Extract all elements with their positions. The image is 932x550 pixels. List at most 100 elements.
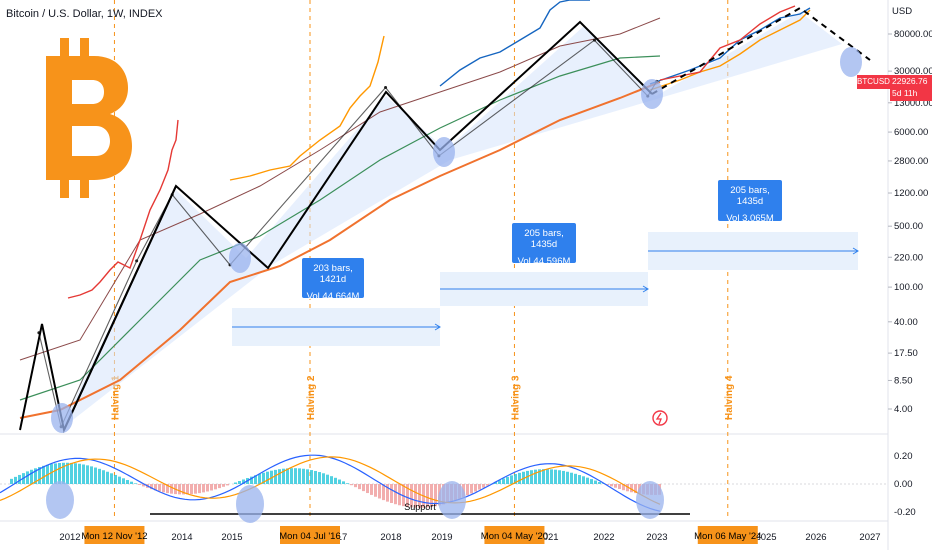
osc-bottom-circle bbox=[438, 481, 466, 519]
osc-histogram-bar bbox=[106, 471, 109, 484]
osc-histogram-bar bbox=[90, 466, 93, 484]
osc-histogram-bar bbox=[366, 484, 369, 494]
osc-histogram-bar bbox=[114, 474, 117, 484]
osc-histogram-bar bbox=[426, 484, 429, 508]
osc-histogram-bar bbox=[38, 466, 41, 484]
osc-histogram-bar bbox=[574, 473, 577, 484]
zigzag-trend bbox=[19, 20, 653, 434]
osc-histogram-bar bbox=[358, 484, 361, 490]
osc-histogram-bar bbox=[30, 469, 33, 484]
cycle-overlay-red bbox=[67, 119, 179, 299]
osc-histogram-bar bbox=[266, 471, 269, 484]
osc-histogram-bar bbox=[242, 479, 245, 484]
price-tick-label: 500.00 bbox=[894, 221, 923, 232]
cycle-overlay-blue bbox=[439, 0, 590, 87]
price-value: 22926.76 bbox=[892, 76, 928, 86]
osc-histogram-bar bbox=[582, 476, 585, 484]
osc-histogram-bar bbox=[510, 475, 513, 484]
year-tick-label: 2019 bbox=[431, 532, 452, 543]
osc-histogram-bar bbox=[74, 463, 77, 484]
halving-label: Halving 1 bbox=[110, 375, 121, 420]
btc-price-point bbox=[135, 259, 139, 263]
osc-histogram-bar bbox=[334, 477, 337, 484]
projection-blue bbox=[649, 7, 811, 85]
osc-histogram-bar bbox=[346, 483, 349, 484]
osc-histogram-bar bbox=[506, 476, 509, 484]
osc-histogram-bar bbox=[278, 469, 281, 484]
measure-box-bars: 205 bars, 1435d bbox=[524, 228, 564, 250]
alert-icon bbox=[652, 410, 668, 426]
year-tick-label: 2021 bbox=[537, 532, 558, 543]
price-tick-label: 40.00 bbox=[894, 317, 918, 328]
osc-histogram-bar bbox=[546, 469, 549, 484]
halving-date-box bbox=[484, 526, 545, 544]
osc-histogram-bar bbox=[354, 484, 357, 488]
price-tick-label: 30000.00 bbox=[894, 66, 932, 77]
cycle-bottom-circle bbox=[433, 137, 455, 167]
measure-box-2[interactable]: 205 bars, 1435d Vol 44.596M bbox=[512, 223, 576, 267]
measure-box-1[interactable]: 203 bars, 1421d Vol 44.664M bbox=[302, 258, 364, 302]
osc-histogram-bar bbox=[386, 484, 389, 502]
osc-histogram-bar bbox=[286, 468, 289, 484]
ma-200w bbox=[19, 81, 661, 419]
osc-histogram-bar bbox=[534, 469, 537, 484]
osc-histogram-bar bbox=[138, 484, 141, 485]
osc-histogram-bar bbox=[342, 481, 345, 484]
osc-histogram-bar bbox=[222, 484, 225, 487]
price-tag: BTCUSD bbox=[857, 75, 890, 89]
osc-histogram-bar bbox=[554, 469, 557, 484]
osc-histogram-bar bbox=[418, 484, 421, 508]
zigzag-leg bbox=[63, 185, 177, 431]
osc-histogram-bar bbox=[350, 484, 353, 486]
osc-histogram-bar bbox=[158, 484, 161, 492]
osc-histogram-bar bbox=[310, 470, 313, 484]
osc-histogram-bar bbox=[142, 484, 145, 487]
halving-label: Halving 3 bbox=[510, 375, 521, 420]
osc-histogram-bar bbox=[594, 480, 597, 484]
osc-histogram-bar bbox=[498, 480, 501, 484]
btc-price-point bbox=[592, 38, 596, 42]
osc-histogram-bar bbox=[606, 484, 609, 485]
osc-histogram-bar bbox=[154, 484, 157, 491]
osc-histogram-bar bbox=[362, 484, 365, 492]
osc-histogram-bar bbox=[470, 484, 473, 494]
osc-histogram-bar bbox=[166, 484, 169, 494]
osc-histogram-bar bbox=[406, 484, 409, 507]
osc-tick-label: 0.20 bbox=[894, 451, 913, 462]
year-tick-label: 2012 bbox=[59, 532, 80, 543]
osc-histogram-bar bbox=[302, 468, 305, 484]
btc-price-line bbox=[38, 39, 658, 429]
year-tick-label: 2026 bbox=[805, 532, 826, 543]
osc-histogram-bar bbox=[134, 483, 137, 484]
price-tick-label: 17.50 bbox=[894, 348, 918, 359]
osc-histogram-bar bbox=[374, 484, 377, 497]
osc-histogram-bar bbox=[210, 484, 213, 491]
osc-histogram-bar bbox=[82, 464, 85, 484]
osc-histogram-bar bbox=[390, 484, 393, 503]
osc-histogram-bar bbox=[202, 484, 205, 493]
osc-histogram-bar bbox=[586, 477, 589, 484]
cycle-overlay-orange bbox=[229, 35, 385, 181]
osc-histogram-bar bbox=[434, 484, 437, 507]
cycle-bottom-circle bbox=[641, 79, 663, 109]
osc-histogram-bar bbox=[226, 484, 229, 486]
osc-histogram-bar bbox=[614, 484, 617, 488]
halving-date-box bbox=[697, 526, 758, 544]
osc-histogram-bar bbox=[598, 482, 601, 484]
osc-histogram-bar bbox=[466, 484, 469, 496]
osc-histogram-bar bbox=[18, 474, 21, 484]
measure-box-3[interactable]: 205 bars, 1435d Vol 3.065M bbox=[718, 180, 782, 224]
osc-histogram-bar bbox=[370, 484, 373, 495]
osc-histogram-bar bbox=[162, 484, 165, 493]
osc-histogram-bar bbox=[526, 470, 529, 484]
osc-histogram-bar bbox=[402, 484, 405, 507]
price-tick-label: 13000.00 bbox=[894, 98, 932, 109]
osc-histogram-bar bbox=[126, 480, 129, 484]
year-tick-label: 2014 bbox=[171, 532, 192, 543]
osc-histogram-bar bbox=[182, 484, 185, 495]
year-tick-label: 2023 bbox=[646, 532, 667, 543]
year-tick-label: 2025 bbox=[755, 532, 776, 543]
measure-box-bars: 203 bars, 1421d bbox=[313, 263, 353, 285]
osc-histogram-bar bbox=[478, 484, 481, 490]
